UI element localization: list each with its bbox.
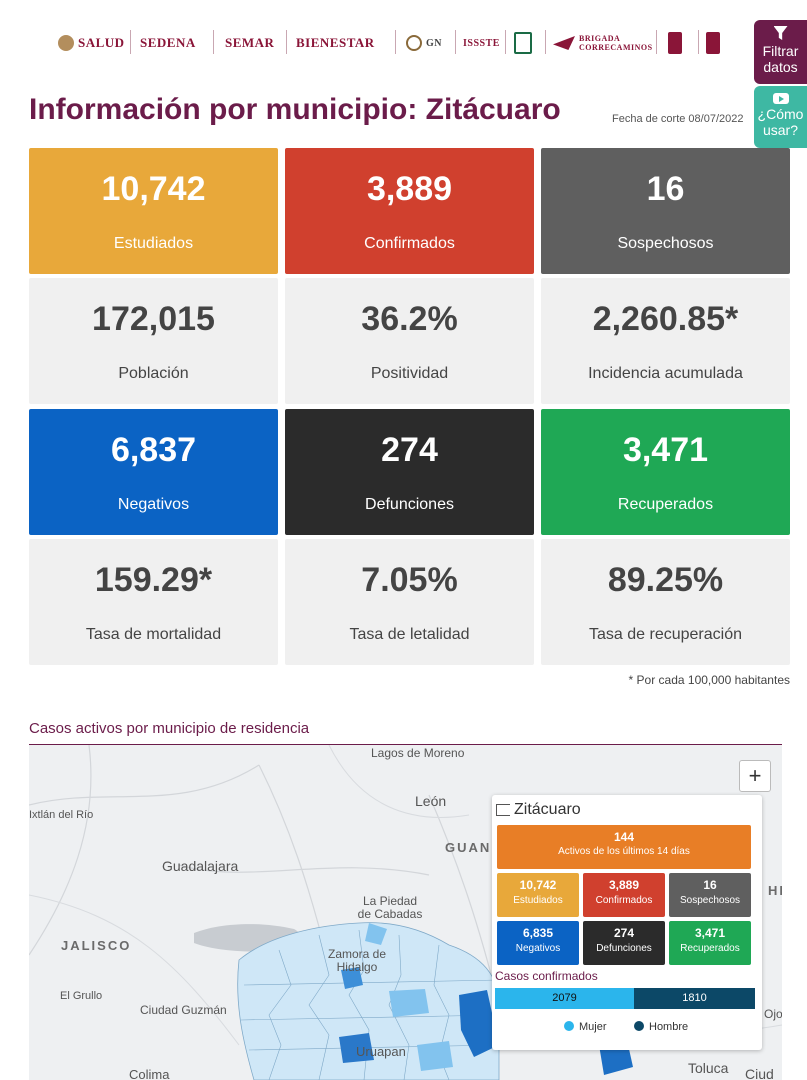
- popup-title: Zitácuaro: [514, 801, 581, 818]
- filter-icon: [773, 26, 788, 40]
- divider: [505, 30, 506, 54]
- recuperacion-card: 89.25% Tasa de recuperación: [541, 539, 790, 665]
- zoom-in-button[interactable]: +: [739, 760, 771, 792]
- imss-icon: [514, 32, 532, 54]
- negativos-card: 6,837 Negativos: [29, 409, 278, 535]
- popup-sospechosos: 16 Sospechosos: [669, 873, 751, 917]
- recuperados-card: 3,471 Recuperados: [541, 409, 790, 535]
- estudiados-card: 10,742 Estudiados: [29, 148, 278, 274]
- place-jalisco: JALISCO: [61, 938, 132, 953]
- page-title: Información por municipio: Zitácuaro: [29, 93, 561, 126]
- incidencia-card: 2,260.85* Incidencia acumulada: [541, 278, 790, 404]
- divider: [213, 30, 214, 54]
- place-zamora: Zamora de Hidalgo: [327, 947, 387, 974]
- map-canvas[interactable]: [29, 745, 782, 1080]
- divider: [130, 30, 131, 54]
- municipality-popup: Zitácuaro 144 Activos de los últimos 14 …: [492, 795, 762, 1050]
- place-el-grullo: El Grullo: [60, 990, 103, 1002]
- divider: [545, 30, 546, 54]
- place-ixtlan: Ixtlán del Río: [29, 809, 94, 821]
- positividad-card: 36.2% Positividad: [285, 278, 534, 404]
- gobierno-michoacan-logo: [706, 28, 720, 58]
- place-lagos-de-moreno: Lagos de Moreno: [371, 746, 465, 760]
- mujer-dot-icon: [564, 1021, 574, 1031]
- map[interactable]: Lagos de Moreno León Ixtlán del Río Guad…: [29, 745, 782, 1080]
- confirmados-card: 3,889 Confirmados: [285, 148, 534, 274]
- imss-logo: [514, 28, 532, 58]
- legend-hombre: Hombre: [634, 1021, 688, 1033]
- sedena-logo: SEDENA: [140, 35, 196, 50]
- place-ciudad: Ciud: [745, 1066, 774, 1080]
- youtube-icon: [772, 93, 789, 104]
- seal-icon: [58, 35, 74, 51]
- footnote: * Por cada 100,000 habitantes: [628, 673, 790, 687]
- divider: [395, 30, 396, 54]
- salud-logo: SALUD: [58, 28, 125, 58]
- divider: [286, 30, 287, 54]
- place-colima: Colima: [129, 1067, 170, 1080]
- divider: [698, 30, 699, 54]
- place-hidalgo: HI: [768, 883, 782, 898]
- popup-estudiados: 10,742 Estudiados: [497, 873, 579, 917]
- building-icon: [668, 32, 682, 54]
- popup-confirmados: 3,889 Confirmados: [583, 873, 665, 917]
- building-icon: [706, 32, 720, 54]
- place-ojo: Ojo: [764, 1007, 782, 1021]
- issste-logo: ISSSTE: [463, 37, 500, 49]
- mujer-bar: 2079: [495, 988, 634, 1009]
- place-ciudad-guzman: Ciudad Guzmán: [140, 1003, 227, 1017]
- gn-logo: GN: [406, 28, 442, 58]
- popup-negativos: 6,835 Negativos: [497, 921, 579, 965]
- flag-icon: [496, 804, 510, 816]
- semar-logo: SEMAR: [225, 35, 275, 50]
- defunciones-card: 274 Defunciones: [285, 409, 534, 535]
- place-guadalajara: Guadalajara: [162, 858, 239, 874]
- divider: [29, 744, 782, 745]
- map-section-title: Casos activos por municipio de residenci…: [29, 720, 310, 737]
- popup-defunciones: 274 Defunciones: [583, 921, 665, 965]
- logo-bar: SALUD SEDENA SEMAR BIENESTAR GN ISSSTE B…: [0, 0, 807, 86]
- seal-icon: [406, 35, 422, 51]
- bienestar-logo: BIENESTAR: [296, 35, 375, 50]
- secretaria-salud-logo: [668, 28, 682, 58]
- filter-data-button[interactable]: Filtrar datos: [754, 20, 807, 84]
- letalidad-card: 7.05% Tasa de letalidad: [285, 539, 534, 665]
- brigada-logo: BRIGADA CORRECAMINOS: [553, 28, 659, 58]
- place-uruapan: Uruapan: [356, 1044, 406, 1059]
- divider: [656, 30, 657, 54]
- place-toluca: Toluca: [688, 1060, 729, 1076]
- divider: [455, 30, 456, 54]
- place-guan: GUAN: [445, 840, 492, 855]
- sospechosos-card: 16 Sospechosos: [541, 148, 790, 274]
- mortalidad-card: 159.29* Tasa de mortalidad: [29, 539, 278, 665]
- place-leon: León: [415, 793, 447, 809]
- place-la-piedad: La Piedad de Cabadas: [357, 894, 423, 921]
- legend-mujer: Mujer: [564, 1021, 607, 1033]
- casos-confirmados-title: Casos confirmados: [495, 969, 598, 983]
- activos-box: 144 Activos de los últimos 14 días: [497, 825, 751, 869]
- hombre-dot-icon: [634, 1021, 644, 1031]
- popup-recuperados: 3,471 Recuperados: [669, 921, 751, 965]
- how-to-use-button[interactable]: ¿Cómo usar?: [754, 86, 807, 148]
- poblacion-card: 172,015 Población: [29, 278, 278, 404]
- hombre-bar: 1810: [634, 988, 755, 1009]
- cutoff-date: Fecha de corte 08/07/2022: [612, 113, 744, 125]
- roadrunner-icon: [553, 36, 575, 50]
